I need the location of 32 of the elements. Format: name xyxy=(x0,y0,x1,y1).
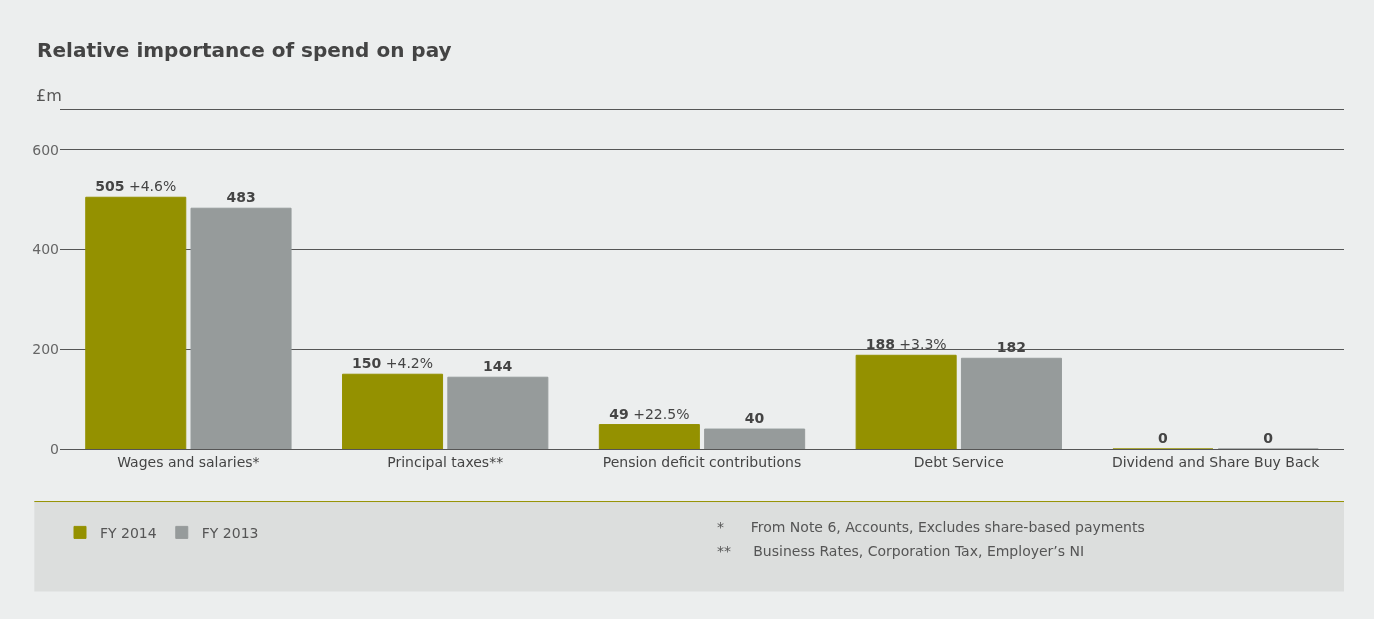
bar xyxy=(960,357,1062,449)
x-tick-label: Wages and salaries* xyxy=(117,453,260,470)
data-label: 0 xyxy=(1263,430,1274,446)
data-label: 0 xyxy=(1157,430,1168,446)
data-label: 505 +4.6% xyxy=(95,178,177,195)
y-tick-label: 600 xyxy=(32,141,59,158)
data-label: 483 xyxy=(226,189,256,206)
x-tick-label: Pension deficit contributions xyxy=(602,453,802,470)
bar xyxy=(598,424,700,449)
legend-label: FY 2013 xyxy=(201,524,259,541)
chart-subtitle: £m xyxy=(36,86,62,105)
data-label: 40 xyxy=(744,410,765,427)
y-tick-label: 200 xyxy=(32,341,59,358)
chart-title: Relative importance of spend on pay xyxy=(37,38,452,63)
x-tick-label: Dividend and Share Buy Back xyxy=(1111,453,1321,470)
legend-label: FY 2014 xyxy=(100,524,157,541)
data-label: 144 xyxy=(483,358,513,375)
bar xyxy=(85,196,187,449)
bar xyxy=(190,207,292,449)
data-label: 150 +4.2% xyxy=(352,355,434,372)
bar xyxy=(342,373,444,449)
y-tick-label: 0 xyxy=(50,440,59,457)
bar xyxy=(704,428,806,449)
x-tick-label: Principal taxes** xyxy=(387,453,504,470)
bar xyxy=(855,354,957,449)
data-label: 49 +22.5% xyxy=(609,405,690,422)
text: ** Business Rates, Corporation Tax, Employer’s NI xyxy=(717,543,1085,559)
bar xyxy=(447,376,549,449)
x-tick-label: Debt Service xyxy=(913,453,1004,470)
data-label: 188 +3.3% xyxy=(865,336,947,353)
text: * From Note 6, Accounts, Excludes share-based payments xyxy=(717,519,1145,535)
y-tick-label: 400 xyxy=(32,241,59,258)
